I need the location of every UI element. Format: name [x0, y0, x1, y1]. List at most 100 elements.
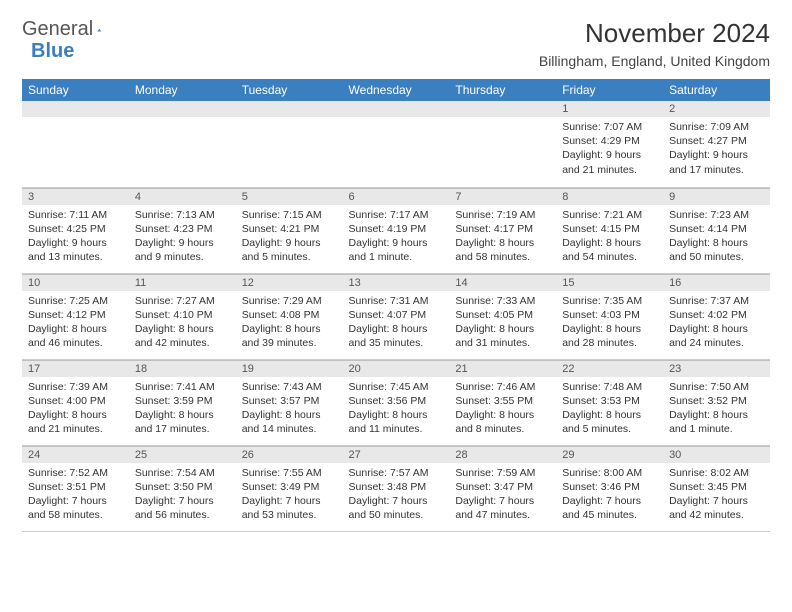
day-number: 24: [22, 446, 129, 463]
column-header: Sunday: [22, 79, 129, 101]
day-content: Sunrise: 7:07 AMSunset: 4:29 PMDaylight:…: [556, 117, 663, 180]
calendar-cell: 4Sunrise: 7:13 AMSunset: 4:23 PMDaylight…: [129, 187, 236, 273]
calendar-cell: [236, 101, 343, 187]
day-number: 14: [449, 274, 556, 291]
calendar-cell: 2Sunrise: 7:09 AMSunset: 4:27 PMDaylight…: [663, 101, 770, 187]
calendar-cell: [129, 101, 236, 187]
day-number: 19: [236, 360, 343, 377]
header-bar: General November 2024 Billingham, Englan…: [22, 18, 770, 69]
day-number: 22: [556, 360, 663, 377]
day-content: Sunrise: 7:23 AMSunset: 4:14 PMDaylight:…: [663, 205, 770, 268]
logo-text-1: General: [22, 18, 93, 41]
day-number-empty: [343, 101, 450, 117]
day-number: 30: [663, 446, 770, 463]
calendar-cell: 28Sunrise: 7:59 AMSunset: 3:47 PMDayligh…: [449, 445, 556, 531]
calendar-cell: 7Sunrise: 7:19 AMSunset: 4:17 PMDaylight…: [449, 187, 556, 273]
calendar-cell: 10Sunrise: 7:25 AMSunset: 4:12 PMDayligh…: [22, 273, 129, 359]
title-block: November 2024 Billingham, England, Unite…: [539, 18, 770, 69]
day-number: 3: [22, 188, 129, 205]
day-content: Sunrise: 7:11 AMSunset: 4:25 PMDaylight:…: [22, 205, 129, 268]
day-content: Sunrise: 7:57 AMSunset: 3:48 PMDaylight:…: [343, 463, 450, 526]
calendar-cell: 14Sunrise: 7:33 AMSunset: 4:05 PMDayligh…: [449, 273, 556, 359]
calendar-cell: 13Sunrise: 7:31 AMSunset: 4:07 PMDayligh…: [343, 273, 450, 359]
calendar-cell: 6Sunrise: 7:17 AMSunset: 4:19 PMDaylight…: [343, 187, 450, 273]
calendar-cell: 1Sunrise: 7:07 AMSunset: 4:29 PMDaylight…: [556, 101, 663, 187]
day-content: Sunrise: 7:50 AMSunset: 3:52 PMDaylight:…: [663, 377, 770, 440]
column-header: Saturday: [663, 79, 770, 101]
day-number: 11: [129, 274, 236, 291]
day-content: Sunrise: 7:19 AMSunset: 4:17 PMDaylight:…: [449, 205, 556, 268]
day-number: 28: [449, 446, 556, 463]
calendar-cell: 29Sunrise: 8:00 AMSunset: 3:46 PMDayligh…: [556, 445, 663, 531]
day-content: Sunrise: 7:21 AMSunset: 4:15 PMDaylight:…: [556, 205, 663, 268]
day-content: Sunrise: 7:29 AMSunset: 4:08 PMDaylight:…: [236, 291, 343, 354]
column-header: Wednesday: [343, 79, 450, 101]
calendar-cell: 26Sunrise: 7:55 AMSunset: 3:49 PMDayligh…: [236, 445, 343, 531]
day-content: Sunrise: 7:54 AMSunset: 3:50 PMDaylight:…: [129, 463, 236, 526]
calendar-cell: 18Sunrise: 7:41 AMSunset: 3:59 PMDayligh…: [129, 359, 236, 445]
day-content: Sunrise: 7:55 AMSunset: 3:49 PMDaylight:…: [236, 463, 343, 526]
day-content: Sunrise: 7:37 AMSunset: 4:02 PMDaylight:…: [663, 291, 770, 354]
column-header: Monday: [129, 79, 236, 101]
day-content: Sunrise: 7:17 AMSunset: 4:19 PMDaylight:…: [343, 205, 450, 268]
calendar-row: 10Sunrise: 7:25 AMSunset: 4:12 PMDayligh…: [22, 273, 770, 359]
calendar-cell: 11Sunrise: 7:27 AMSunset: 4:10 PMDayligh…: [129, 273, 236, 359]
calendar-cell: 16Sunrise: 7:37 AMSunset: 4:02 PMDayligh…: [663, 273, 770, 359]
day-number: 1: [556, 101, 663, 117]
calendar-cell: 5Sunrise: 7:15 AMSunset: 4:21 PMDaylight…: [236, 187, 343, 273]
calendar-cell: [343, 101, 450, 187]
calendar-body: 1Sunrise: 7:07 AMSunset: 4:29 PMDaylight…: [22, 101, 770, 531]
day-number: 27: [343, 446, 450, 463]
day-number-empty: [129, 101, 236, 117]
calendar-cell: 22Sunrise: 7:48 AMSunset: 3:53 PMDayligh…: [556, 359, 663, 445]
day-number: 5: [236, 188, 343, 205]
calendar-row: 1Sunrise: 7:07 AMSunset: 4:29 PMDaylight…: [22, 101, 770, 187]
day-number: 17: [22, 360, 129, 377]
day-content: Sunrise: 7:09 AMSunset: 4:27 PMDaylight:…: [663, 117, 770, 180]
column-header: Thursday: [449, 79, 556, 101]
day-number: 6: [343, 188, 450, 205]
calendar-cell: 8Sunrise: 7:21 AMSunset: 4:15 PMDaylight…: [556, 187, 663, 273]
day-number: 12: [236, 274, 343, 291]
calendar-cell: [22, 101, 129, 187]
logo: General: [22, 18, 121, 41]
day-content: Sunrise: 7:46 AMSunset: 3:55 PMDaylight:…: [449, 377, 556, 440]
day-content: Sunrise: 7:15 AMSunset: 4:21 PMDaylight:…: [236, 205, 343, 268]
day-content: Sunrise: 7:52 AMSunset: 3:51 PMDaylight:…: [22, 463, 129, 526]
calendar-cell: 15Sunrise: 7:35 AMSunset: 4:03 PMDayligh…: [556, 273, 663, 359]
day-number: 21: [449, 360, 556, 377]
day-number: 4: [129, 188, 236, 205]
calendar-cell: 27Sunrise: 7:57 AMSunset: 3:48 PMDayligh…: [343, 445, 450, 531]
day-number: 15: [556, 274, 663, 291]
day-number: 16: [663, 274, 770, 291]
day-number: 13: [343, 274, 450, 291]
day-number: 20: [343, 360, 450, 377]
day-content: Sunrise: 7:48 AMSunset: 3:53 PMDaylight:…: [556, 377, 663, 440]
day-number-empty: [22, 101, 129, 117]
column-header: Friday: [556, 79, 663, 101]
calendar-cell: 12Sunrise: 7:29 AMSunset: 4:08 PMDayligh…: [236, 273, 343, 359]
day-content: Sunrise: 7:41 AMSunset: 3:59 PMDaylight:…: [129, 377, 236, 440]
calendar-cell: 3Sunrise: 7:11 AMSunset: 4:25 PMDaylight…: [22, 187, 129, 273]
calendar-row: 24Sunrise: 7:52 AMSunset: 3:51 PMDayligh…: [22, 445, 770, 531]
calendar-row: 3Sunrise: 7:11 AMSunset: 4:25 PMDaylight…: [22, 187, 770, 273]
day-number: 18: [129, 360, 236, 377]
calendar-cell: 21Sunrise: 7:46 AMSunset: 3:55 PMDayligh…: [449, 359, 556, 445]
logo-text-2: Blue: [31, 40, 74, 63]
day-content: Sunrise: 7:59 AMSunset: 3:47 PMDaylight:…: [449, 463, 556, 526]
day-number-empty: [236, 101, 343, 117]
calendar-row: 17Sunrise: 7:39 AMSunset: 4:00 PMDayligh…: [22, 359, 770, 445]
calendar-cell: [449, 101, 556, 187]
day-content: Sunrise: 8:00 AMSunset: 3:46 PMDaylight:…: [556, 463, 663, 526]
day-number: 8: [556, 188, 663, 205]
logo-triangle-icon: [97, 22, 101, 38]
calendar-cell: 19Sunrise: 7:43 AMSunset: 3:57 PMDayligh…: [236, 359, 343, 445]
day-number: 2: [663, 101, 770, 117]
day-number: 7: [449, 188, 556, 205]
day-number: 26: [236, 446, 343, 463]
calendar-header: SundayMondayTuesdayWednesdayThursdayFrid…: [22, 79, 770, 101]
day-content: Sunrise: 7:31 AMSunset: 4:07 PMDaylight:…: [343, 291, 450, 354]
column-header: Tuesday: [236, 79, 343, 101]
day-number: 25: [129, 446, 236, 463]
day-content: Sunrise: 7:45 AMSunset: 3:56 PMDaylight:…: [343, 377, 450, 440]
